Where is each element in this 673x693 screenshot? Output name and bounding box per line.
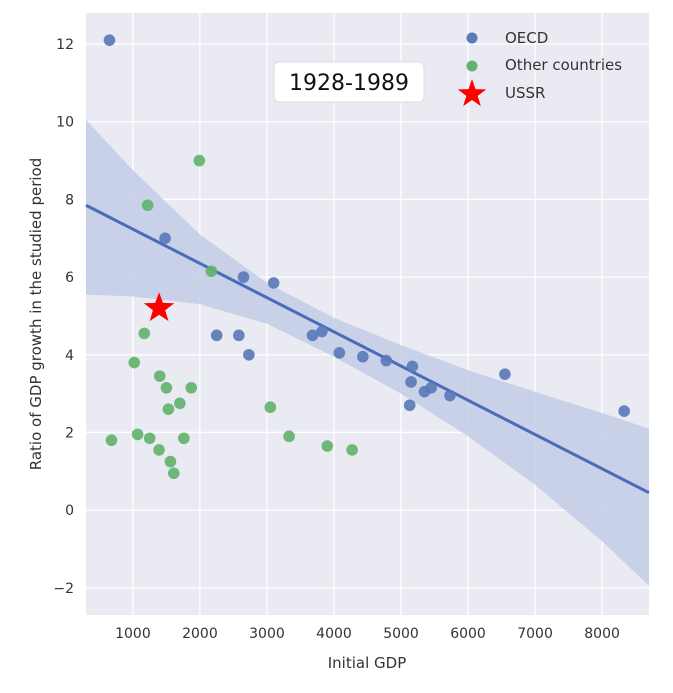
other-country-point [283,430,295,443]
legend-marker-oecd [466,32,478,44]
oecd-point [403,399,416,412]
other-country-point [168,467,180,480]
other-country-point [128,356,141,369]
legend-label-oecd: OECD [505,29,548,47]
oecd-point [357,350,369,363]
other-country-point [160,381,173,394]
x-tick-label: 2000 [182,626,218,642]
x-tick-label: 6000 [450,626,486,642]
other-country-point [185,381,198,394]
other-country-point [193,154,206,167]
confidence-band-area [86,119,649,586]
legend: OECD Other countries USSR [457,29,622,107]
other-country-point [205,265,218,278]
other-country-point [153,370,166,382]
legend-marker-other [466,60,478,72]
oecd-point [210,329,223,342]
other-country-point [153,444,165,456]
oecd-point [237,271,250,283]
oecd-point [405,376,417,388]
oecd-point [425,381,437,394]
oecd-point [499,368,511,381]
other-country-point [143,432,156,445]
other-country-point [162,403,175,415]
legend-label-ussr: USSR [505,84,545,102]
other-country-point [164,455,177,468]
y-tick-label: 2 [65,425,74,441]
other-country-point [346,444,358,456]
oecd-point [243,348,255,361]
tick-labels: 1000 2000 3000 4000 5000 6000 7000 8000 −2 0 2 4 6 8 1… [53,37,620,642]
oecd-point [103,34,116,46]
oecd-point [618,405,631,417]
other-country-point [138,327,151,340]
y-tick-label: 4 [65,348,74,364]
regression-line [85,203,650,494]
grid-lines [86,13,649,615]
annotation-box: 1928-1989 [273,61,425,103]
other-country-point [131,428,144,441]
oecd-point [306,329,319,342]
oecd-point [267,277,280,289]
regression-line-group [85,203,650,494]
oecd-point [233,329,245,342]
oecd-point [316,325,328,338]
other-country-point [264,401,277,414]
y-tick-label: −2 [53,581,74,597]
oecd-point [380,354,393,367]
x-tick-label: 4000 [316,626,352,642]
oecd-point [333,347,346,359]
x-tick-label: 1000 [115,626,151,642]
other-country-point [174,397,186,410]
y-axis-title: Ratio of GDP growth in the studied perio… [27,158,45,470]
oecd-point [406,360,419,373]
plot-background [86,13,649,615]
other-country-point [141,199,154,212]
other-country-point [105,434,118,447]
ussr-point [143,292,175,322]
x-tick-label: 5000 [383,626,419,642]
x-tick-label: 7000 [517,626,553,642]
y-tick-label: 0 [65,503,74,519]
period-annotation: 1928-1989 [289,71,409,96]
y-tick-label: 8 [65,192,74,208]
confidence-band [86,119,649,586]
other-country-point [178,432,190,445]
x-axis-title: Initial GDP [328,654,407,672]
other-country-point [321,440,334,452]
y-tick-label: 10 [56,115,74,131]
x-tick-label: 8000 [584,626,620,642]
y-tick-label: 12 [56,37,74,53]
oecd-point [159,232,171,245]
legend-label-other: Other countries [505,56,622,74]
legend-marker-ussr [457,79,487,107]
oecd-point [444,389,456,402]
x-tick-label: 3000 [249,626,285,642]
y-tick-label: 6 [65,270,74,286]
data-points [103,34,631,480]
